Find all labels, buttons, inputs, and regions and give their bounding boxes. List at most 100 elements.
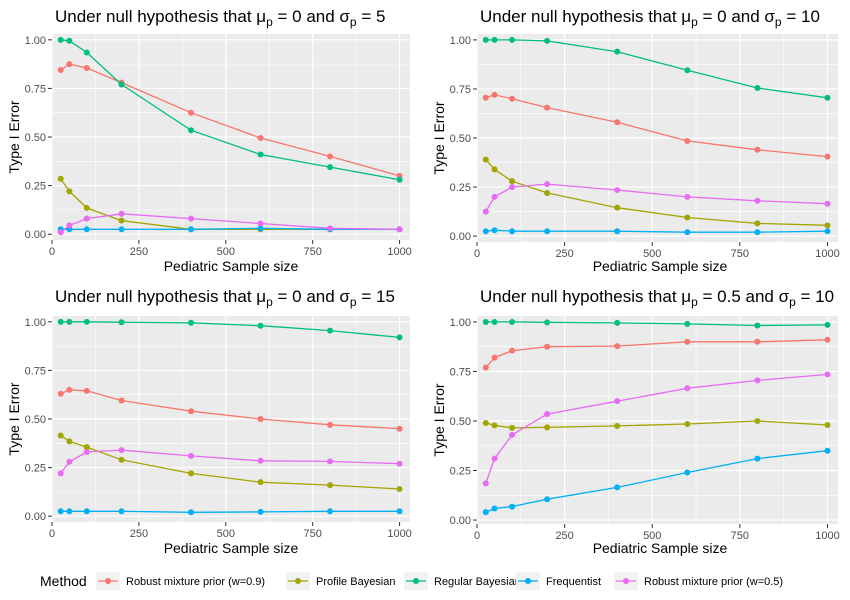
y-tick-label: 0.00 — [25, 511, 46, 523]
data-point — [257, 220, 264, 227]
data-point — [509, 424, 516, 431]
data-point — [754, 197, 761, 204]
legend-label: Profile Bayesian — [316, 576, 396, 588]
data-point — [684, 420, 691, 427]
data-point — [57, 432, 64, 439]
data-point — [83, 204, 90, 211]
data-point — [188, 215, 195, 222]
y-tick-label: 0.50 — [25, 414, 46, 426]
data-point — [327, 508, 334, 515]
panel-4: 0 250 500 750 1000 0.00 0.25 0.50 0.75 1.00 Under … — [431, 287, 840, 556]
y-tick-label: 1.00 — [450, 317, 471, 329]
data-point — [509, 228, 516, 235]
y-tick-label: 0.75 — [450, 366, 471, 378]
data-point — [188, 109, 195, 116]
y-tick-label: 0.00 — [450, 515, 471, 527]
data-point — [824, 321, 831, 328]
legend-entry: Robust mixture prior (w=0.5) — [614, 572, 783, 590]
data-point — [491, 455, 498, 462]
data-point — [118, 217, 125, 224]
data-point — [824, 421, 831, 428]
data-point — [614, 204, 621, 211]
y-tick-label: 0.00 — [25, 229, 46, 241]
data-point — [57, 470, 64, 477]
series-line — [60, 213, 400, 233]
data-point — [118, 226, 125, 233]
legend-key-point — [623, 578, 629, 584]
data-point — [824, 200, 831, 207]
data-point — [491, 193, 498, 200]
data-point — [188, 127, 195, 134]
x-tick-label: 1000 — [387, 528, 411, 540]
legend-key-point — [105, 578, 111, 584]
data-point — [544, 181, 551, 188]
data-point — [482, 364, 489, 371]
data-point — [66, 188, 73, 195]
data-point — [83, 65, 90, 72]
x-axis-label: Pediatric Sample size — [164, 258, 299, 274]
data-point — [491, 354, 498, 361]
data-point — [614, 484, 621, 491]
data-point — [327, 153, 334, 160]
series-robust-mixture-prior-w-0-5 — [482, 371, 831, 487]
series-robust-mixture-prior-w-0-5 — [57, 447, 403, 477]
legend: Method Robust mixture prior (w=0.9) Profil… — [40, 572, 783, 590]
data-point — [327, 164, 334, 171]
data-point — [57, 318, 64, 325]
x-tick-label: 250 — [130, 246, 148, 258]
data-point — [614, 119, 621, 126]
y-tick-label: 0.50 — [450, 133, 471, 145]
x-axis-label: Pediatric Sample size — [593, 258, 728, 274]
series-frequentist — [482, 447, 831, 516]
data-point — [257, 151, 264, 158]
data-point — [754, 417, 761, 424]
x-tick-label: 750 — [731, 530, 749, 542]
data-point — [509, 95, 516, 102]
data-point — [614, 422, 621, 429]
data-point — [396, 334, 403, 341]
data-point — [482, 318, 489, 325]
data-point — [614, 398, 621, 405]
data-point — [66, 458, 73, 465]
data-point — [824, 371, 831, 378]
data-point — [544, 189, 551, 196]
x-tick-label: 0 — [474, 248, 480, 260]
series-robust-mixture-prior-w-0-9 — [482, 91, 831, 160]
data-point — [684, 469, 691, 476]
data-point — [509, 178, 516, 185]
data-point — [482, 480, 489, 487]
series-line — [60, 434, 400, 490]
data-point — [396, 176, 403, 183]
series-frequentist — [57, 508, 403, 516]
series-line — [485, 339, 828, 368]
y-tick-label: 1.00 — [25, 317, 46, 329]
data-point — [491, 227, 498, 234]
data-point — [509, 318, 516, 325]
data-point — [327, 327, 334, 334]
x-tick-label: 500 — [217, 246, 235, 258]
data-point — [824, 222, 831, 229]
series-profile-bayesian — [57, 432, 403, 492]
data-point — [257, 457, 264, 464]
data-point — [614, 319, 621, 326]
legend-title: Method — [40, 573, 87, 589]
series-robust-mixture-prior-w-0-5 — [57, 210, 403, 236]
data-point — [544, 37, 551, 44]
data-point — [544, 228, 551, 235]
series-profile-bayesian — [482, 417, 831, 431]
series-regular-bayesian — [482, 318, 831, 329]
data-point — [396, 226, 403, 233]
data-point — [754, 146, 761, 153]
data-point — [491, 505, 498, 512]
data-point — [824, 228, 831, 235]
y-tick-label: 0.75 — [450, 84, 471, 96]
data-point — [57, 66, 64, 73]
panel-3: 0 250 500 750 1000 0.00 0.25 0.50 0.75 1.00 Under … — [6, 287, 412, 556]
panel-title: Under null hypothesis that μp = 0 and σp… — [55, 7, 385, 29]
data-point — [66, 37, 73, 44]
y-axis-label: Type I Error — [6, 382, 22, 455]
data-point — [327, 458, 334, 465]
data-point — [544, 319, 551, 326]
data-point — [509, 503, 516, 510]
data-point — [83, 215, 90, 222]
